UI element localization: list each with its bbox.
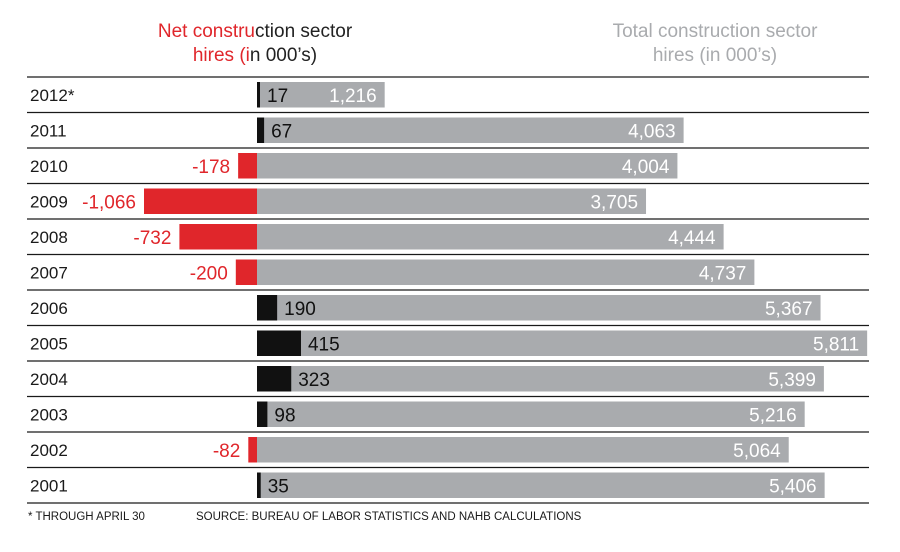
year-label: 2012* <box>30 86 75 105</box>
year-label: 2011 <box>30 121 67 140</box>
total-bar <box>257 472 825 498</box>
total-value-label: 4,444 <box>668 228 716 249</box>
year-label: 2003 <box>30 405 68 424</box>
total-value-label: 4,737 <box>699 263 747 284</box>
total-value-label: 5,406 <box>769 476 817 497</box>
net-hires-header-line2: hires (in 000’s) <box>192 45 318 66</box>
net-value-label: 17 <box>267 86 288 107</box>
total-bar <box>257 330 868 356</box>
net-value-label: -178 <box>192 157 230 178</box>
total-value-label: 5,216 <box>749 405 797 426</box>
total-bar <box>257 259 755 285</box>
year-label: 2009 <box>30 192 68 211</box>
total-bar <box>257 224 724 250</box>
net-hires-header-line1: Net construction sector <box>157 21 353 42</box>
year-label: 2007 <box>30 263 68 282</box>
net-bar <box>238 153 257 179</box>
net-value-label: 35 <box>268 476 289 497</box>
net-bar <box>235 259 257 285</box>
net-value-label: 323 <box>298 370 330 391</box>
net-hires-header: Net construction sector hires (in 000’s) <box>130 20 380 68</box>
net-bar <box>257 366 292 392</box>
net-value-label: -1,066 <box>82 192 136 213</box>
net-bar <box>179 224 257 250</box>
total-value-label: 5,064 <box>733 441 781 462</box>
footnote: * THROUGH APRIL 30 <box>28 511 145 523</box>
net-value-label: 67 <box>271 121 292 142</box>
total-bar <box>257 153 678 179</box>
year-label: 2006 <box>30 299 68 318</box>
year-label: 2005 <box>30 334 68 353</box>
year-label: 2004 <box>30 370 68 389</box>
net-value-label: 190 <box>284 299 316 320</box>
total-value-label: 5,811 <box>813 334 859 355</box>
year-label: 2002 <box>30 441 68 460</box>
net-value-label: 98 <box>274 405 295 426</box>
total-hires-header: Total construction sector hires (in 000’… <box>585 20 845 68</box>
total-bar <box>257 437 789 463</box>
net-bar <box>248 437 257 463</box>
total-value-label: 4,063 <box>628 121 676 142</box>
net-bar <box>257 82 260 108</box>
total-value-label: 3,705 <box>590 192 638 213</box>
total-bar <box>257 401 805 427</box>
total-value-label: 1,216 <box>329 86 377 107</box>
year-label: 2010 <box>30 157 68 176</box>
total-bar <box>257 366 824 392</box>
total-bar <box>257 82 385 108</box>
net-value-label: -82 <box>213 441 240 462</box>
year-label: 2001 <box>30 476 68 495</box>
source-note: SOURCE: BUREAU OF LABOR STATISTICS AND N… <box>196 511 582 523</box>
total-value-label: 5,367 <box>765 299 813 320</box>
total-value-label: 4,004 <box>622 157 670 178</box>
year-label: 2008 <box>30 228 68 247</box>
net-bar <box>257 295 278 321</box>
net-value-label: 415 <box>308 334 340 355</box>
total-bar <box>257 188 647 214</box>
net-bar <box>257 330 301 356</box>
net-value-label: -200 <box>190 263 228 284</box>
total-value-label: 5,399 <box>768 370 816 391</box>
net-bar <box>257 472 261 498</box>
net-value-label: -732 <box>133 228 171 249</box>
net-bar <box>144 188 257 214</box>
total-bar <box>257 295 821 321</box>
net-bar <box>257 401 268 427</box>
total-hires-header-line2: hires (in 000’s) <box>652 45 778 66</box>
total-hires-header-line1: Total construction sector <box>612 21 818 42</box>
total-bar <box>257 117 684 143</box>
net-bar <box>257 117 265 143</box>
